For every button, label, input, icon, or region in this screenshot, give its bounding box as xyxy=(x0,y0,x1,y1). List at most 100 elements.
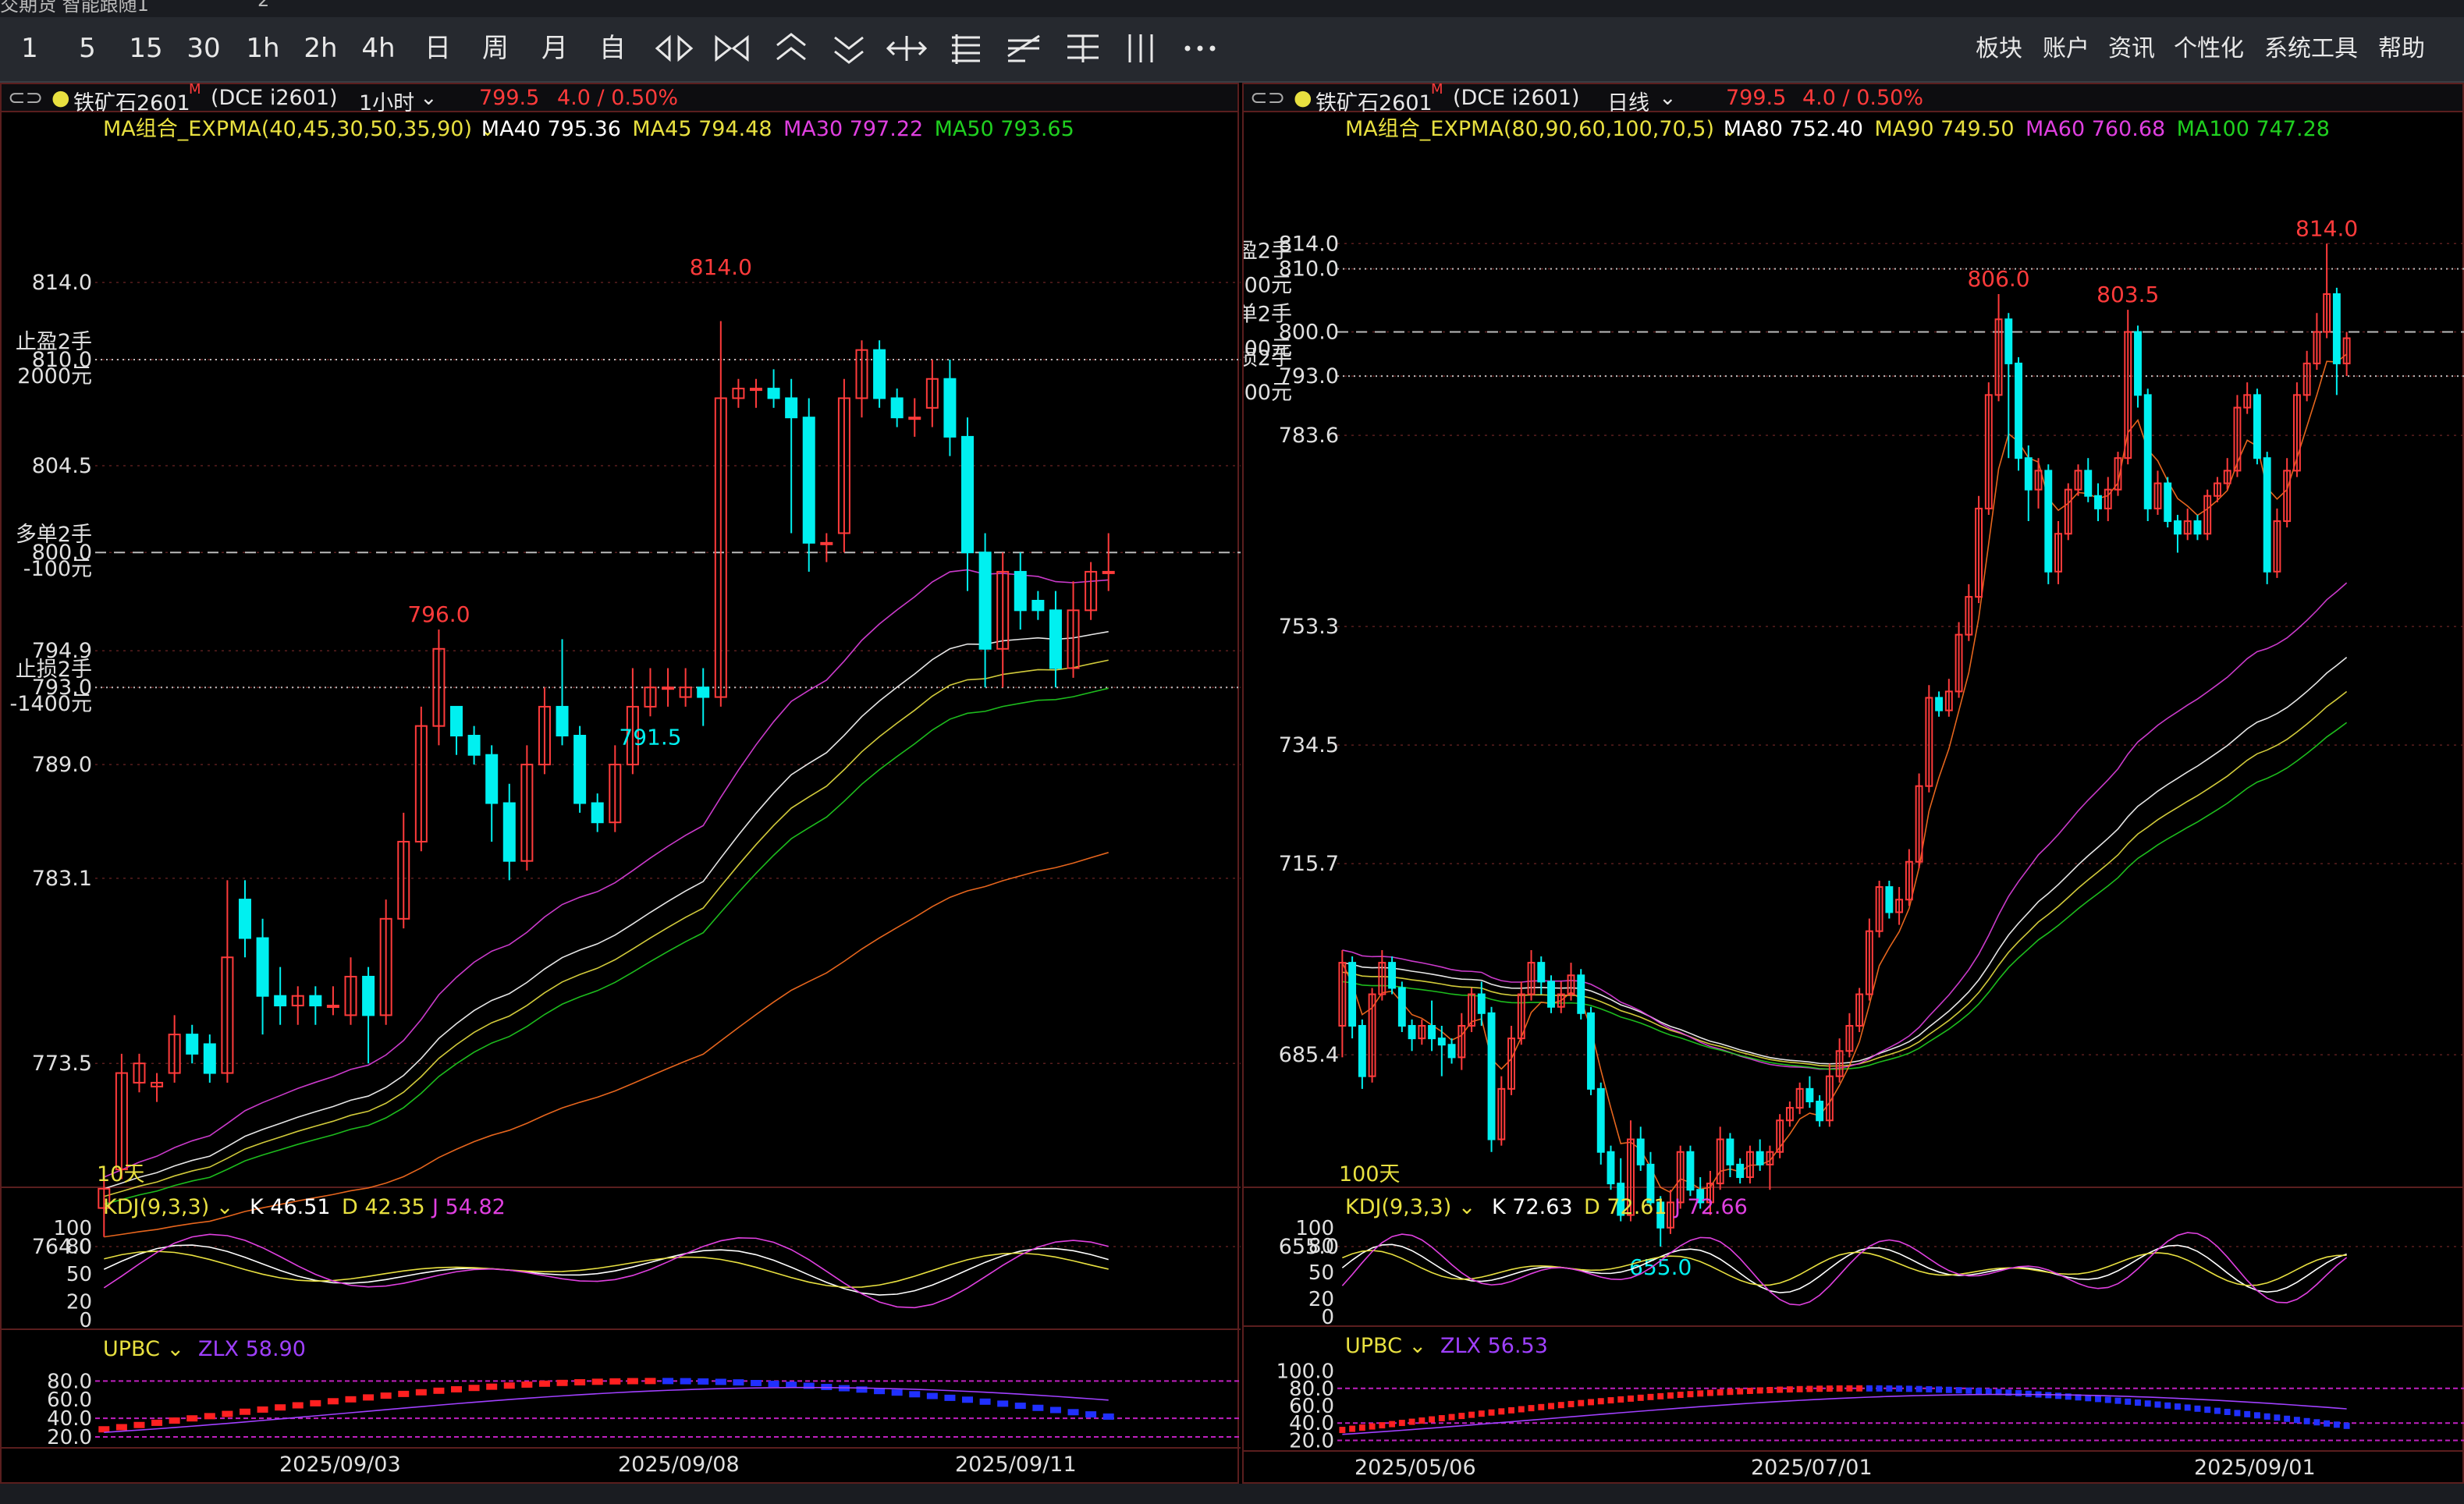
period-1min-button[interactable]: 1 xyxy=(21,33,38,64)
candle-body xyxy=(855,349,868,399)
candle-body xyxy=(2174,520,2182,535)
period-1h-button[interactable]: 1h xyxy=(246,33,280,64)
upbc-bar xyxy=(962,1396,974,1403)
upbc-bar xyxy=(1429,1416,1436,1423)
chart-panel-daily[interactable]: ⊂⊃ ● 铁矿石2601 M (DCE i2601) 日线 ⌄ 799.5 4.… xyxy=(1242,81,2464,1485)
panel-header: ⊂⊃ ● 铁矿石2601 M (DCE i2601) 日线 ⌄ 799.5 4.… xyxy=(1244,81,2462,115)
candle-body xyxy=(802,417,815,544)
period-select[interactable]: 日线 xyxy=(1607,91,1649,115)
candle-body xyxy=(2332,293,2341,364)
candle-body xyxy=(1397,987,1406,1027)
fibonacci-icon[interactable] xyxy=(1061,28,1105,69)
candle-body xyxy=(432,647,446,727)
candle-body xyxy=(2183,520,2192,535)
window-tab-fragment: 2 xyxy=(257,0,270,11)
candle-body xyxy=(115,1072,128,1171)
zlx-line xyxy=(104,1386,1109,1433)
upbc-bar xyxy=(1102,1413,1114,1420)
draw-line-icon[interactable] xyxy=(1002,28,1046,69)
candle-body xyxy=(1944,690,1953,711)
upbc-bar xyxy=(538,1380,550,1387)
upbc-bar xyxy=(2204,1406,2211,1414)
period-day-button[interactable]: 日 xyxy=(424,33,451,64)
upbc-bar xyxy=(2214,1407,2221,1414)
menu-personalize[interactable]: 个性化 xyxy=(2174,35,2244,62)
candle-body xyxy=(837,397,850,534)
upbc-bar xyxy=(1488,1409,1495,1416)
more-icon[interactable] xyxy=(1178,28,1222,69)
upbc-bar xyxy=(821,1383,833,1390)
upbc-bar xyxy=(1737,1388,1744,1395)
upbc-bar xyxy=(1578,1399,1585,1406)
chevron-down-icon[interactable]: ⌄ xyxy=(420,86,438,110)
upbc-zlx: ZLX 56.53 xyxy=(1440,1334,1548,1358)
candle-body xyxy=(2104,488,2112,509)
upbc-bar xyxy=(486,1383,498,1390)
tp-label: 止盈2手 xyxy=(16,330,92,354)
period-15min-button[interactable]: 15 xyxy=(129,33,163,64)
candle-body xyxy=(2213,482,2221,497)
indicator-icon[interactable] xyxy=(944,28,988,69)
upbc-bar xyxy=(1687,1391,1694,1398)
candle-body xyxy=(591,802,604,824)
link-icon[interactable]: ⊂⊃ xyxy=(8,86,44,110)
menu-news[interactable]: 资讯 xyxy=(2108,35,2155,62)
candle-body xyxy=(238,899,251,939)
kdj-axis-label: 100 xyxy=(1295,1217,1334,1240)
candle-body xyxy=(2203,495,2212,535)
zoom-in-icon[interactable] xyxy=(652,28,696,69)
menu-account[interactable]: 账户 xyxy=(2043,35,2089,62)
period-4h-button[interactable]: 4h xyxy=(361,33,396,64)
menu-help[interactable]: 帮助 xyxy=(2378,35,2425,62)
period-2h-button[interactable]: 2h xyxy=(304,33,338,64)
period-select[interactable]: 1小时 xyxy=(359,91,415,115)
chart-canvas[interactable]: MA组合_EXPMA(80,90,60,100,70,5) ⌄MA80 752.… xyxy=(1244,84,2464,1485)
y-tick-label: 734.5 xyxy=(1279,733,1339,757)
upbc-bar xyxy=(1965,1387,1972,1394)
zoom-out-icon[interactable] xyxy=(710,28,754,69)
period-30min-button[interactable]: 30 xyxy=(186,33,221,64)
scroll-up-icon[interactable] xyxy=(769,28,813,69)
chart-canvas[interactable]: MA组合_EXPMA(40,45,30,50,35,90) ⌄MA40 795.… xyxy=(2,84,1241,1485)
upbc-bar xyxy=(1777,1386,1784,1393)
menu-system-tools[interactable]: 系统工具 xyxy=(2264,35,2358,62)
candle-body xyxy=(1965,596,1973,636)
link-icon[interactable]: ⊂⊃ xyxy=(1250,86,1286,110)
scroll-down-icon[interactable] xyxy=(827,28,871,69)
candle-body xyxy=(767,388,780,399)
upbc-bar xyxy=(2274,1414,2281,1421)
candle-body xyxy=(978,552,992,650)
candle-body xyxy=(1865,930,1873,995)
chevron-down-icon[interactable]: ⌄ xyxy=(1659,86,1677,110)
long-label: 多单2手 xyxy=(1244,302,1292,326)
candle-body xyxy=(1726,1138,1734,1165)
candle-body xyxy=(2024,457,2033,491)
candle-body xyxy=(98,1187,111,1209)
y-tick-label: 814.0 xyxy=(32,271,92,295)
period-custom-button[interactable]: 自 xyxy=(599,33,626,64)
x-date-label: 2025/09/08 xyxy=(618,1453,740,1477)
candle-body xyxy=(1825,1075,1834,1122)
symbol-code: (DCE i2601) xyxy=(1453,86,1580,110)
upbc-bar xyxy=(1597,1398,1604,1405)
upbc-bar xyxy=(169,1417,180,1424)
y-tick-label: 814.0 xyxy=(1279,232,1339,256)
chart-panel-hourly[interactable]: ⊂⊃ ● 铁矿石2601 M (DCE i2601) 1小时 ⌄ 799.5 4… xyxy=(0,81,1241,1485)
status-dot-icon: ● xyxy=(51,86,70,110)
candle-body xyxy=(379,917,392,1016)
candle-body xyxy=(873,349,886,399)
upbc-bar xyxy=(1085,1411,1097,1418)
period-5min-button[interactable]: 5 xyxy=(79,33,96,64)
candle-body xyxy=(1428,1024,1436,1040)
kdj-line-0 xyxy=(103,1244,1109,1296)
period-month-button[interactable]: 月 xyxy=(541,33,568,64)
move-horizontal-icon[interactable] xyxy=(885,28,928,69)
candle-body xyxy=(1557,993,1565,1008)
period-week-button[interactable]: 周 xyxy=(482,33,509,64)
candle-body xyxy=(1368,993,1376,1077)
menu-sector[interactable]: 板块 xyxy=(1976,35,2022,62)
columns-icon[interactable] xyxy=(1119,28,1163,69)
candle-body xyxy=(573,735,587,804)
upbc-bar xyxy=(310,1399,321,1406)
candle-body xyxy=(820,541,833,545)
